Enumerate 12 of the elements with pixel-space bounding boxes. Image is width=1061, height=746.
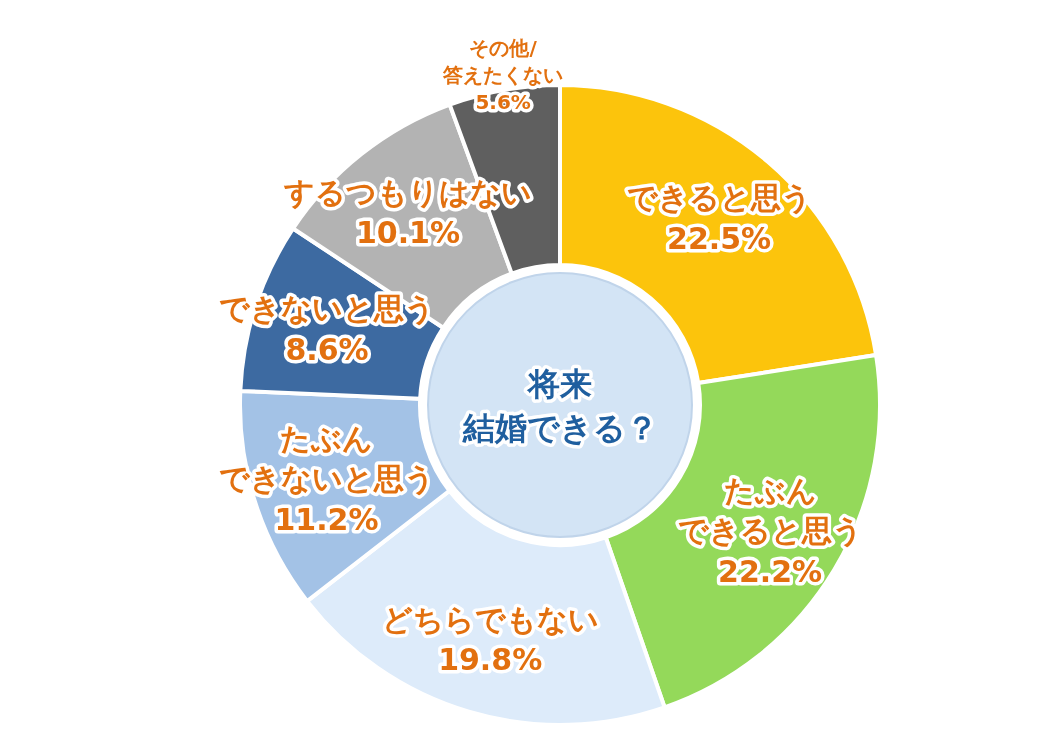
data-label: 22.2% — [718, 553, 823, 589]
data-label: 10.1% — [355, 215, 461, 251]
slice-label: たぶんできないと思う — [218, 420, 435, 497]
slice-label: できると思う — [626, 180, 812, 216]
data-label: 22.5% — [667, 220, 772, 256]
data-label: 5.6% — [475, 89, 531, 114]
data-label: 19.8% — [438, 642, 543, 678]
slice-label: その他/答えたくない — [442, 35, 564, 87]
text: 将来結婚できる？ — [461, 365, 658, 447]
data-label: 8.6% — [285, 331, 369, 367]
slice-label: どちらでもない — [381, 601, 599, 637]
data-label: 11.2% — [274, 501, 379, 537]
